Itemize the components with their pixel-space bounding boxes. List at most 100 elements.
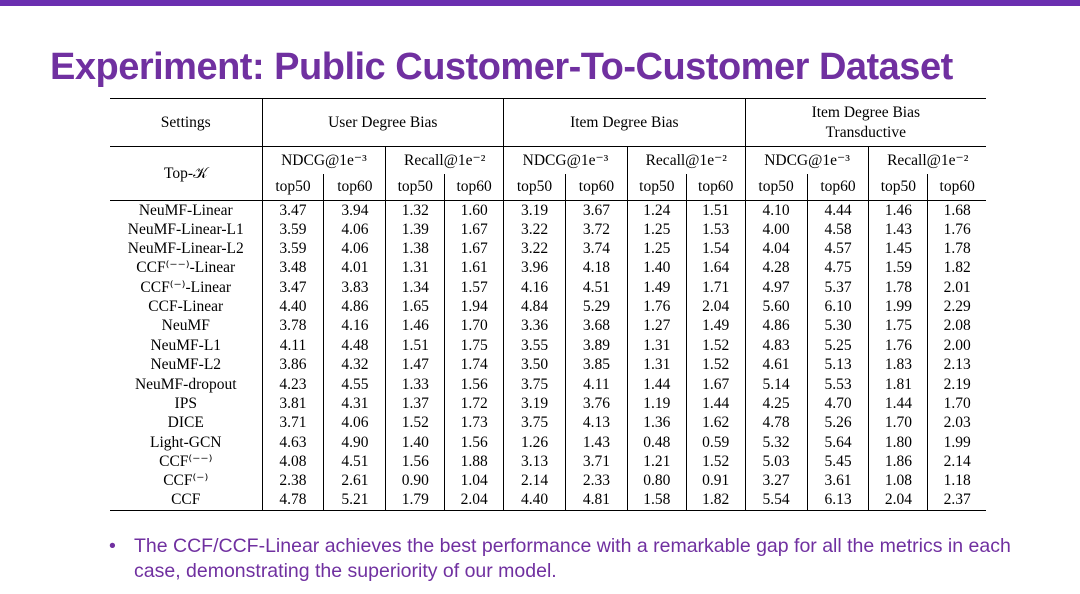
topk-value-header: top60 [323,173,386,201]
metric-header: Recall@1e⁻² [385,146,504,174]
table-cell: 1.51 [685,199,746,220]
table-cell: 2.37 [927,490,986,511]
table-cell: 0.59 [685,432,746,452]
table-cell: 2.01 [927,277,986,298]
table-cell: 3.74 [564,239,628,259]
table-cell: 5.13 [806,355,869,375]
table-cell: 1.67 [444,219,504,240]
table-cell: 3.96 [503,258,566,278]
table-row: IPS 3.81 4.31 1.37 1.72 3.19 3.76 1.19 1.44 4.25 4… [110,393,986,414]
table-cell: 1.25 [626,239,687,259]
metric-header: NDCG@1e⁻³ [744,146,869,174]
table-cell: 4.78 [744,413,808,433]
table-cell: 4.10 [744,199,808,220]
table-cell: 4.40 [261,297,324,317]
table-cell: 1.51 [385,335,445,356]
table-cell: 5.14 [744,374,808,394]
table-cell: 3.89 [564,335,628,356]
table-cell: 4.04 [744,239,808,259]
table-cell: 3.71 [564,451,628,472]
table-cell: 1.81 [868,374,928,394]
table-cell: 2.19 [927,374,986,394]
table-cell: 0.91 [685,471,746,491]
table-cell: 3.47 [261,277,324,298]
table-cell: 5.60 [744,297,808,317]
table-row: NeuMF-L2 3.86 4.32 1.47 1.74 3.50 3.85 1.31 1.52… [110,355,986,375]
table-cell: 1.80 [868,432,928,452]
method-name: IPS [174,394,197,412]
table-cell: 3.68 [564,316,628,336]
table-cell: 3.75 [503,413,566,433]
topk-value-header: top50 [503,173,566,201]
table-cell: 2.29 [927,297,986,317]
table-row: NeuMF-dropout 4.23 4.55 1.33 1.56 3.75 4.11 1.4… [110,374,986,394]
table-row: CCF⁽⁻⁻⁾ 4.08 4.51 1.56 1.88 3.13 3.71 1.21 1.52 5… [110,451,986,472]
table-cell: 1.26 [503,432,566,452]
bullet-point: • The CCF/CCF-Linear achieves the best p… [109,534,1049,584]
group-header-item-degree-bias-transductive: Item Degree Bias Transductive [744,98,986,147]
table-cell: 2.00 [927,335,986,356]
table-cell: 1.36 [626,413,687,433]
results-table: Settings User Degree Bias Item Degree Bi… [110,98,986,511]
method-name: CCF⁽⁻⁾ [163,472,209,490]
table-cell: 0.90 [385,471,445,491]
table-cell: 4.61 [744,355,808,375]
table-cell: 1.27 [626,316,687,336]
table-row: CCF⁽⁻⁾-Linear 3.47 3.83 1.34 1.57 4.16 4.51 1.4… [110,277,986,298]
table-row: NeuMF-Linear 3.47 3.94 1.32 1.60 3.19 3.67 1.24… [110,199,986,220]
table-cell: 1.46 [385,316,445,336]
table-cell: 1.31 [626,335,687,356]
table-cell: 4.44 [806,199,869,220]
table-cell: 1.88 [444,451,504,472]
table-cell: 3.75 [503,374,566,394]
table-cell: 3.83 [323,277,386,298]
table-cell: 1.76 [868,335,928,356]
table-cell: 3.47 [261,199,324,220]
table-cell: 4.58 [806,219,869,240]
table-cell: 1.67 [685,374,746,394]
table-cell: 1.43 [868,219,928,240]
table-cell: 4.86 [744,316,808,336]
table-cell: 1.19 [626,393,687,414]
group-header-item-degree-bias: Item Degree Bias [503,98,746,147]
topk-header: Top-𝒦 [164,164,208,182]
topk-value-header: top50 [744,173,808,201]
table-cell: 5.37 [806,277,869,298]
table-cell: 2.04 [868,490,928,511]
table-cell: 1.44 [868,393,928,414]
table-cell: 1.53 [685,219,746,240]
table-cell: 3.94 [323,199,386,220]
table-cell: 4.51 [564,277,628,298]
table-cell: 5.21 [323,490,386,511]
table-cell: 1.52 [685,355,746,375]
table-cell: 4.16 [323,316,386,336]
table-cell: 3.59 [261,219,324,240]
table-cell: 4.40 [503,490,566,511]
topk-value-header: top60 [806,173,869,201]
table-cell: 4.31 [323,393,386,414]
table-cell: 1.56 [444,432,504,452]
table-cell: 1.44 [626,374,687,394]
topk-value-header: top50 [868,173,928,201]
topk-value-header: top60 [444,173,504,201]
table-cell: 1.78 [927,239,986,259]
topk-value-header: top60 [564,173,628,201]
table-cell: 6.10 [806,297,869,317]
top-accent-bar [0,0,1080,6]
table-cell: 1.70 [444,316,504,336]
table-cell: 4.57 [806,239,869,259]
table-cell: 1.94 [444,297,504,317]
table-cell: 4.75 [806,258,869,278]
table-cell: 4.16 [503,277,566,298]
table-cell: 2.33 [564,471,628,491]
table-cell: 2.14 [927,451,986,472]
table-cell: 1.76 [927,219,986,240]
table-cell: 4.51 [323,451,386,472]
table-cell: 4.23 [261,374,324,394]
table-cell: 5.64 [806,432,869,452]
table-cell: 2.04 [685,297,746,317]
table-cell: 1.57 [444,277,504,298]
table-cell: 2.04 [444,490,504,511]
table-cell: 3.13 [503,451,566,472]
table-cell: 1.83 [868,355,928,375]
